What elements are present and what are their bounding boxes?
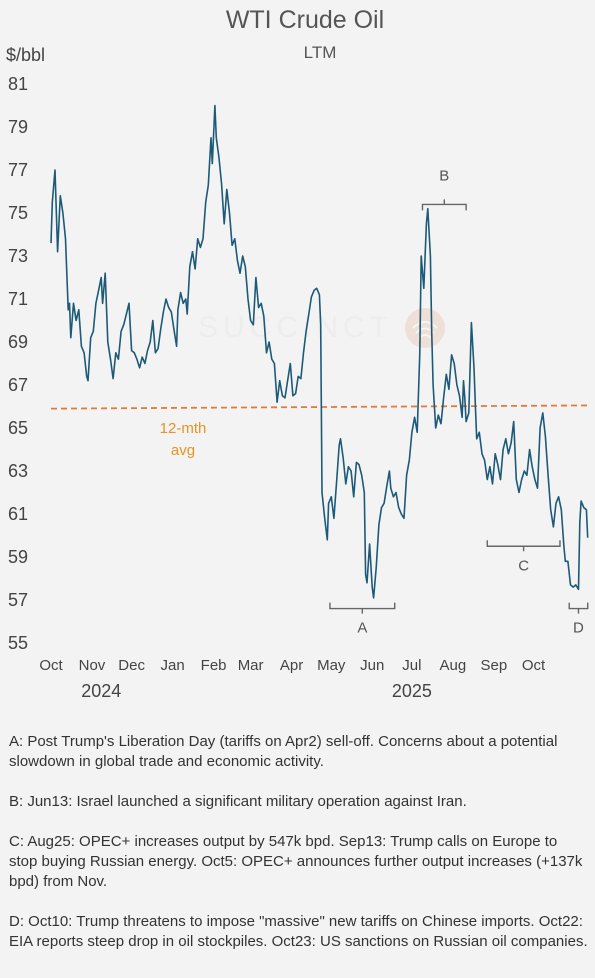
- annotation-bracket: [421, 199, 467, 211]
- x-tick-label: Dec: [118, 657, 145, 674]
- y-tick-label: 69: [8, 332, 28, 352]
- x-tick-label: Oct: [522, 657, 546, 674]
- y-tick-label: 73: [8, 246, 28, 266]
- note-c: C: Aug25: OPEC+ increases output by 547k…: [9, 833, 583, 890]
- y-tick-label: 77: [8, 160, 28, 180]
- note-a: A: Post Trump's Liberation Day (tariffs …: [9, 733, 558, 770]
- x-tick-label: Mar: [238, 657, 264, 674]
- price-chart: SUCCINCT 55 57 59 61 63 65 67 69 71 73 75 77 79 81 Oc…: [8, 74, 589, 701]
- svg-text:SUCCINCT: SUCCINCT: [198, 311, 393, 344]
- annotation-c: C: [486, 540, 561, 574]
- annotation-bracket: [329, 602, 396, 614]
- y-tick-label: 57: [8, 590, 28, 610]
- x-tick-label: Apr: [280, 657, 303, 674]
- y-tick-label: 65: [8, 418, 28, 438]
- chart-title: WTI Crude Oil: [225, 6, 385, 34]
- chart-subtitle: LTM: [303, 43, 337, 62]
- x-tick-label: Jan: [161, 657, 185, 674]
- y-tick-label: 79: [8, 117, 28, 137]
- average-label-line2: avg: [171, 442, 195, 459]
- annotation-a: A: [329, 602, 396, 637]
- y-axis-unit: $/bbl: [6, 45, 46, 65]
- x-tick-label: Jul: [402, 657, 421, 674]
- year-label: 2024: [81, 681, 121, 701]
- y-tick-label: 67: [8, 375, 28, 395]
- twelve-month-average-line: [50, 404, 588, 410]
- y-tick-label: 63: [8, 461, 28, 481]
- note-b: B: Jun13: Israel launched a significant …: [9, 793, 467, 810]
- wti-price-line: [50, 104, 589, 599]
- annotation-bracket: [568, 602, 589, 614]
- annotation-label: B: [439, 167, 449, 184]
- x-tick-label: Sep: [481, 657, 508, 674]
- y-tick-label: 59: [8, 547, 28, 567]
- x-tick-label: Jun: [360, 657, 384, 674]
- y-tick-label: 61: [8, 504, 28, 524]
- annotation-d: D: [568, 602, 589, 637]
- footnotes: A: Post Trump's Liberation Day (tariffs …: [9, 732, 589, 972]
- y-tick-label: 55: [8, 633, 28, 653]
- x-tick-label: Aug: [440, 657, 467, 674]
- year-label: 2025: [392, 681, 432, 701]
- y-tick-label: 75: [8, 203, 28, 223]
- x-tick-label: Feb: [201, 657, 227, 674]
- watermark-logo: SUCCINCT: [198, 308, 445, 348]
- average-label-line1: 12-mth: [160, 420, 207, 437]
- annotation-label: C: [518, 557, 529, 574]
- x-tick-label: Oct: [39, 657, 63, 674]
- y-tick-label: 71: [8, 289, 28, 309]
- annotation-label: D: [573, 620, 584, 637]
- annotation-label: A: [357, 620, 367, 637]
- x-tick-label: Nov: [79, 657, 106, 674]
- x-tick-label: May: [317, 657, 346, 674]
- y-tick-label: 81: [8, 74, 28, 94]
- note-d: D: Oct10: Trump threatens to impose "mas…: [9, 913, 588, 950]
- annotation-b: B: [421, 167, 467, 211]
- annotation-bracket: [486, 540, 561, 552]
